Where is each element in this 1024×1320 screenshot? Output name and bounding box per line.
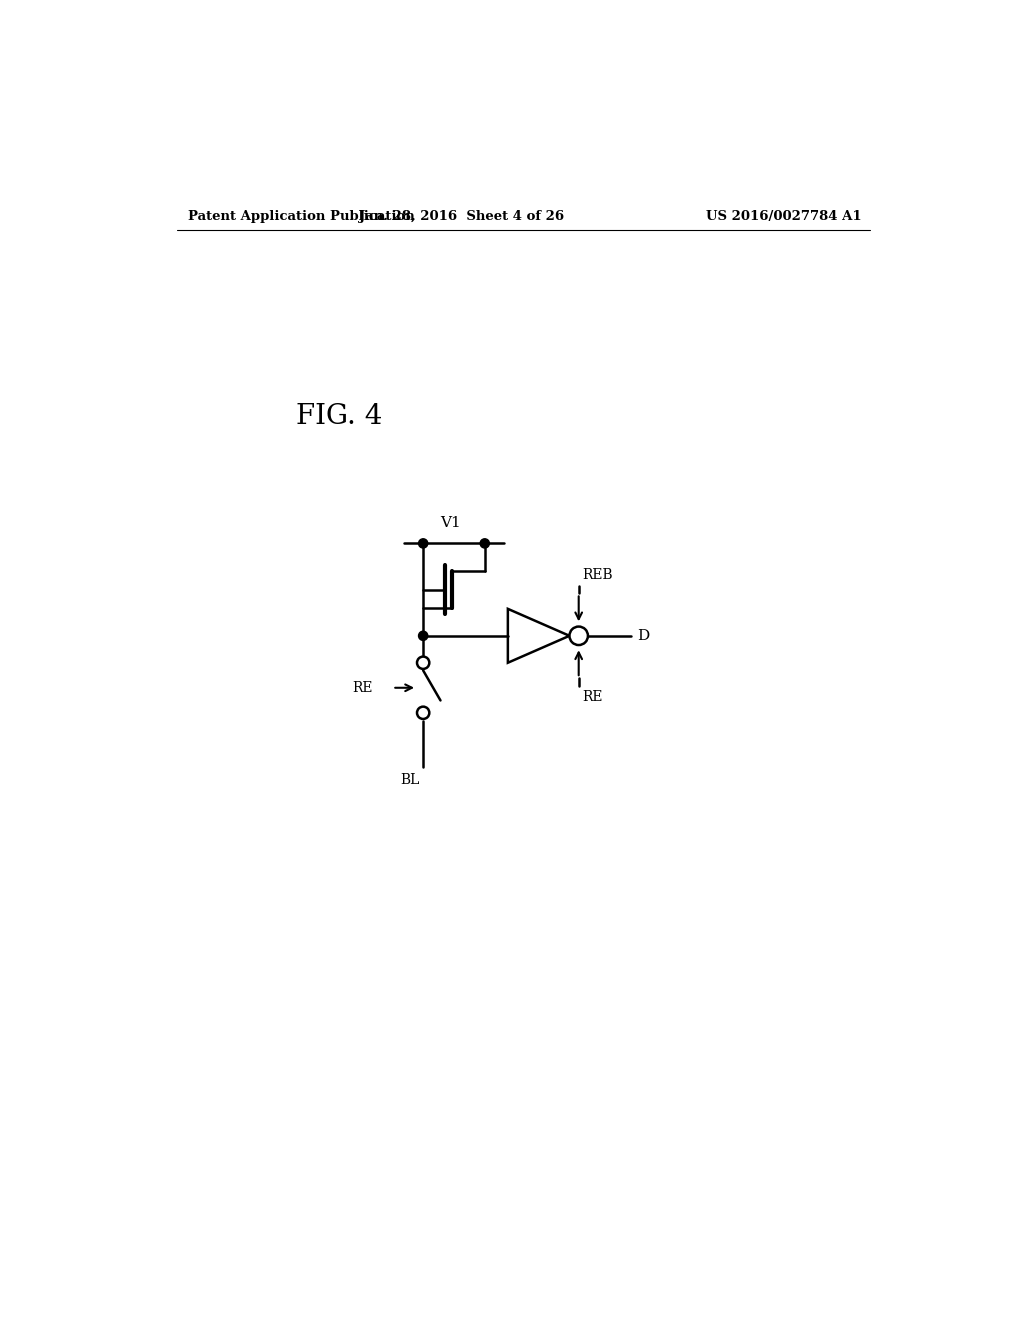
Circle shape — [417, 656, 429, 669]
Circle shape — [419, 631, 428, 640]
Text: D: D — [637, 628, 649, 643]
Circle shape — [417, 706, 429, 719]
Text: RE: RE — [583, 689, 603, 704]
Text: Jan. 28, 2016  Sheet 4 of 26: Jan. 28, 2016 Sheet 4 of 26 — [359, 210, 564, 223]
Circle shape — [419, 539, 428, 548]
Circle shape — [569, 627, 588, 645]
Text: Patent Application Publication: Patent Application Publication — [188, 210, 415, 223]
Text: US 2016/0027784 A1: US 2016/0027784 A1 — [707, 210, 862, 223]
Circle shape — [480, 539, 489, 548]
Text: FIG. 4: FIG. 4 — [296, 403, 383, 430]
Text: REB: REB — [583, 568, 613, 582]
Text: BL: BL — [400, 774, 419, 787]
Text: RE: RE — [352, 681, 373, 694]
Text: V1: V1 — [439, 516, 461, 529]
